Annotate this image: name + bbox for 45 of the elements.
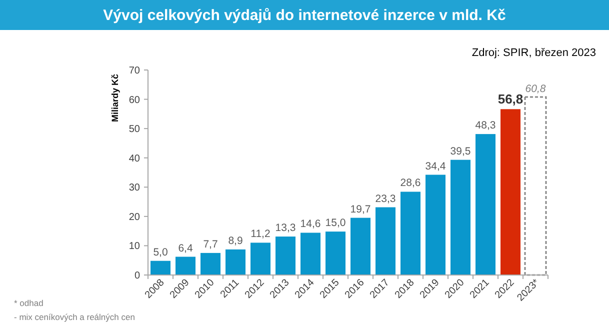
data-label: 48,3	[475, 120, 496, 132]
data-label: 5,0	[153, 246, 168, 258]
data-label: 60,8	[525, 82, 546, 95]
bar	[324, 230, 346, 276]
data-label: 11,2	[250, 228, 270, 240]
bar	[450, 158, 472, 276]
y-axis-title: Miliardy Kč	[110, 74, 120, 122]
bar	[500, 108, 522, 276]
bar	[424, 174, 446, 276]
data-label: 14,6	[300, 218, 321, 230]
bar	[300, 232, 322, 276]
bar	[374, 206, 396, 276]
data-label: 56,8	[498, 92, 524, 107]
bar	[150, 260, 172, 276]
y-tick-label: 20	[128, 212, 140, 223]
data-label: 8,9	[228, 234, 243, 247]
text: * odhad	[14, 298, 44, 308]
bar	[474, 133, 496, 276]
bar	[274, 236, 296, 276]
bar	[224, 248, 246, 276]
data-label: 19,7	[350, 203, 371, 216]
data-label: 7,7	[203, 238, 218, 250]
y-tick-label: 30	[128, 182, 140, 194]
bar	[350, 216, 372, 276]
data-label: 15,0	[325, 217, 346, 230]
bar	[174, 256, 196, 276]
y-tick-label: 40	[128, 153, 140, 164]
data-label: 23,3	[375, 192, 396, 205]
data-label: 34,4	[425, 160, 446, 172]
y-tick-label: 60	[128, 94, 140, 106]
text: - mix ceníkových a reálných cen	[14, 312, 136, 322]
y-tick-label: 0	[134, 270, 140, 282]
text: Zdroj: SPIR, březen 2023	[472, 47, 596, 59]
bar	[400, 190, 422, 276]
data-label: 28,6	[400, 177, 421, 190]
data-label: 6,4	[178, 242, 193, 254]
y-tick-label: 10	[128, 241, 140, 252]
bar	[250, 242, 272, 276]
y-tick-label: 50	[128, 124, 140, 136]
bar	[200, 252, 222, 276]
chart-title: Vývoj celkových výdajů do internetové inzerce v mld. Kč	[103, 7, 506, 24]
data-label: 13,3	[275, 222, 296, 234]
data-label: 39,5	[450, 145, 471, 158]
bar	[524, 96, 547, 276]
y-tick-label: 70	[128, 66, 140, 76]
